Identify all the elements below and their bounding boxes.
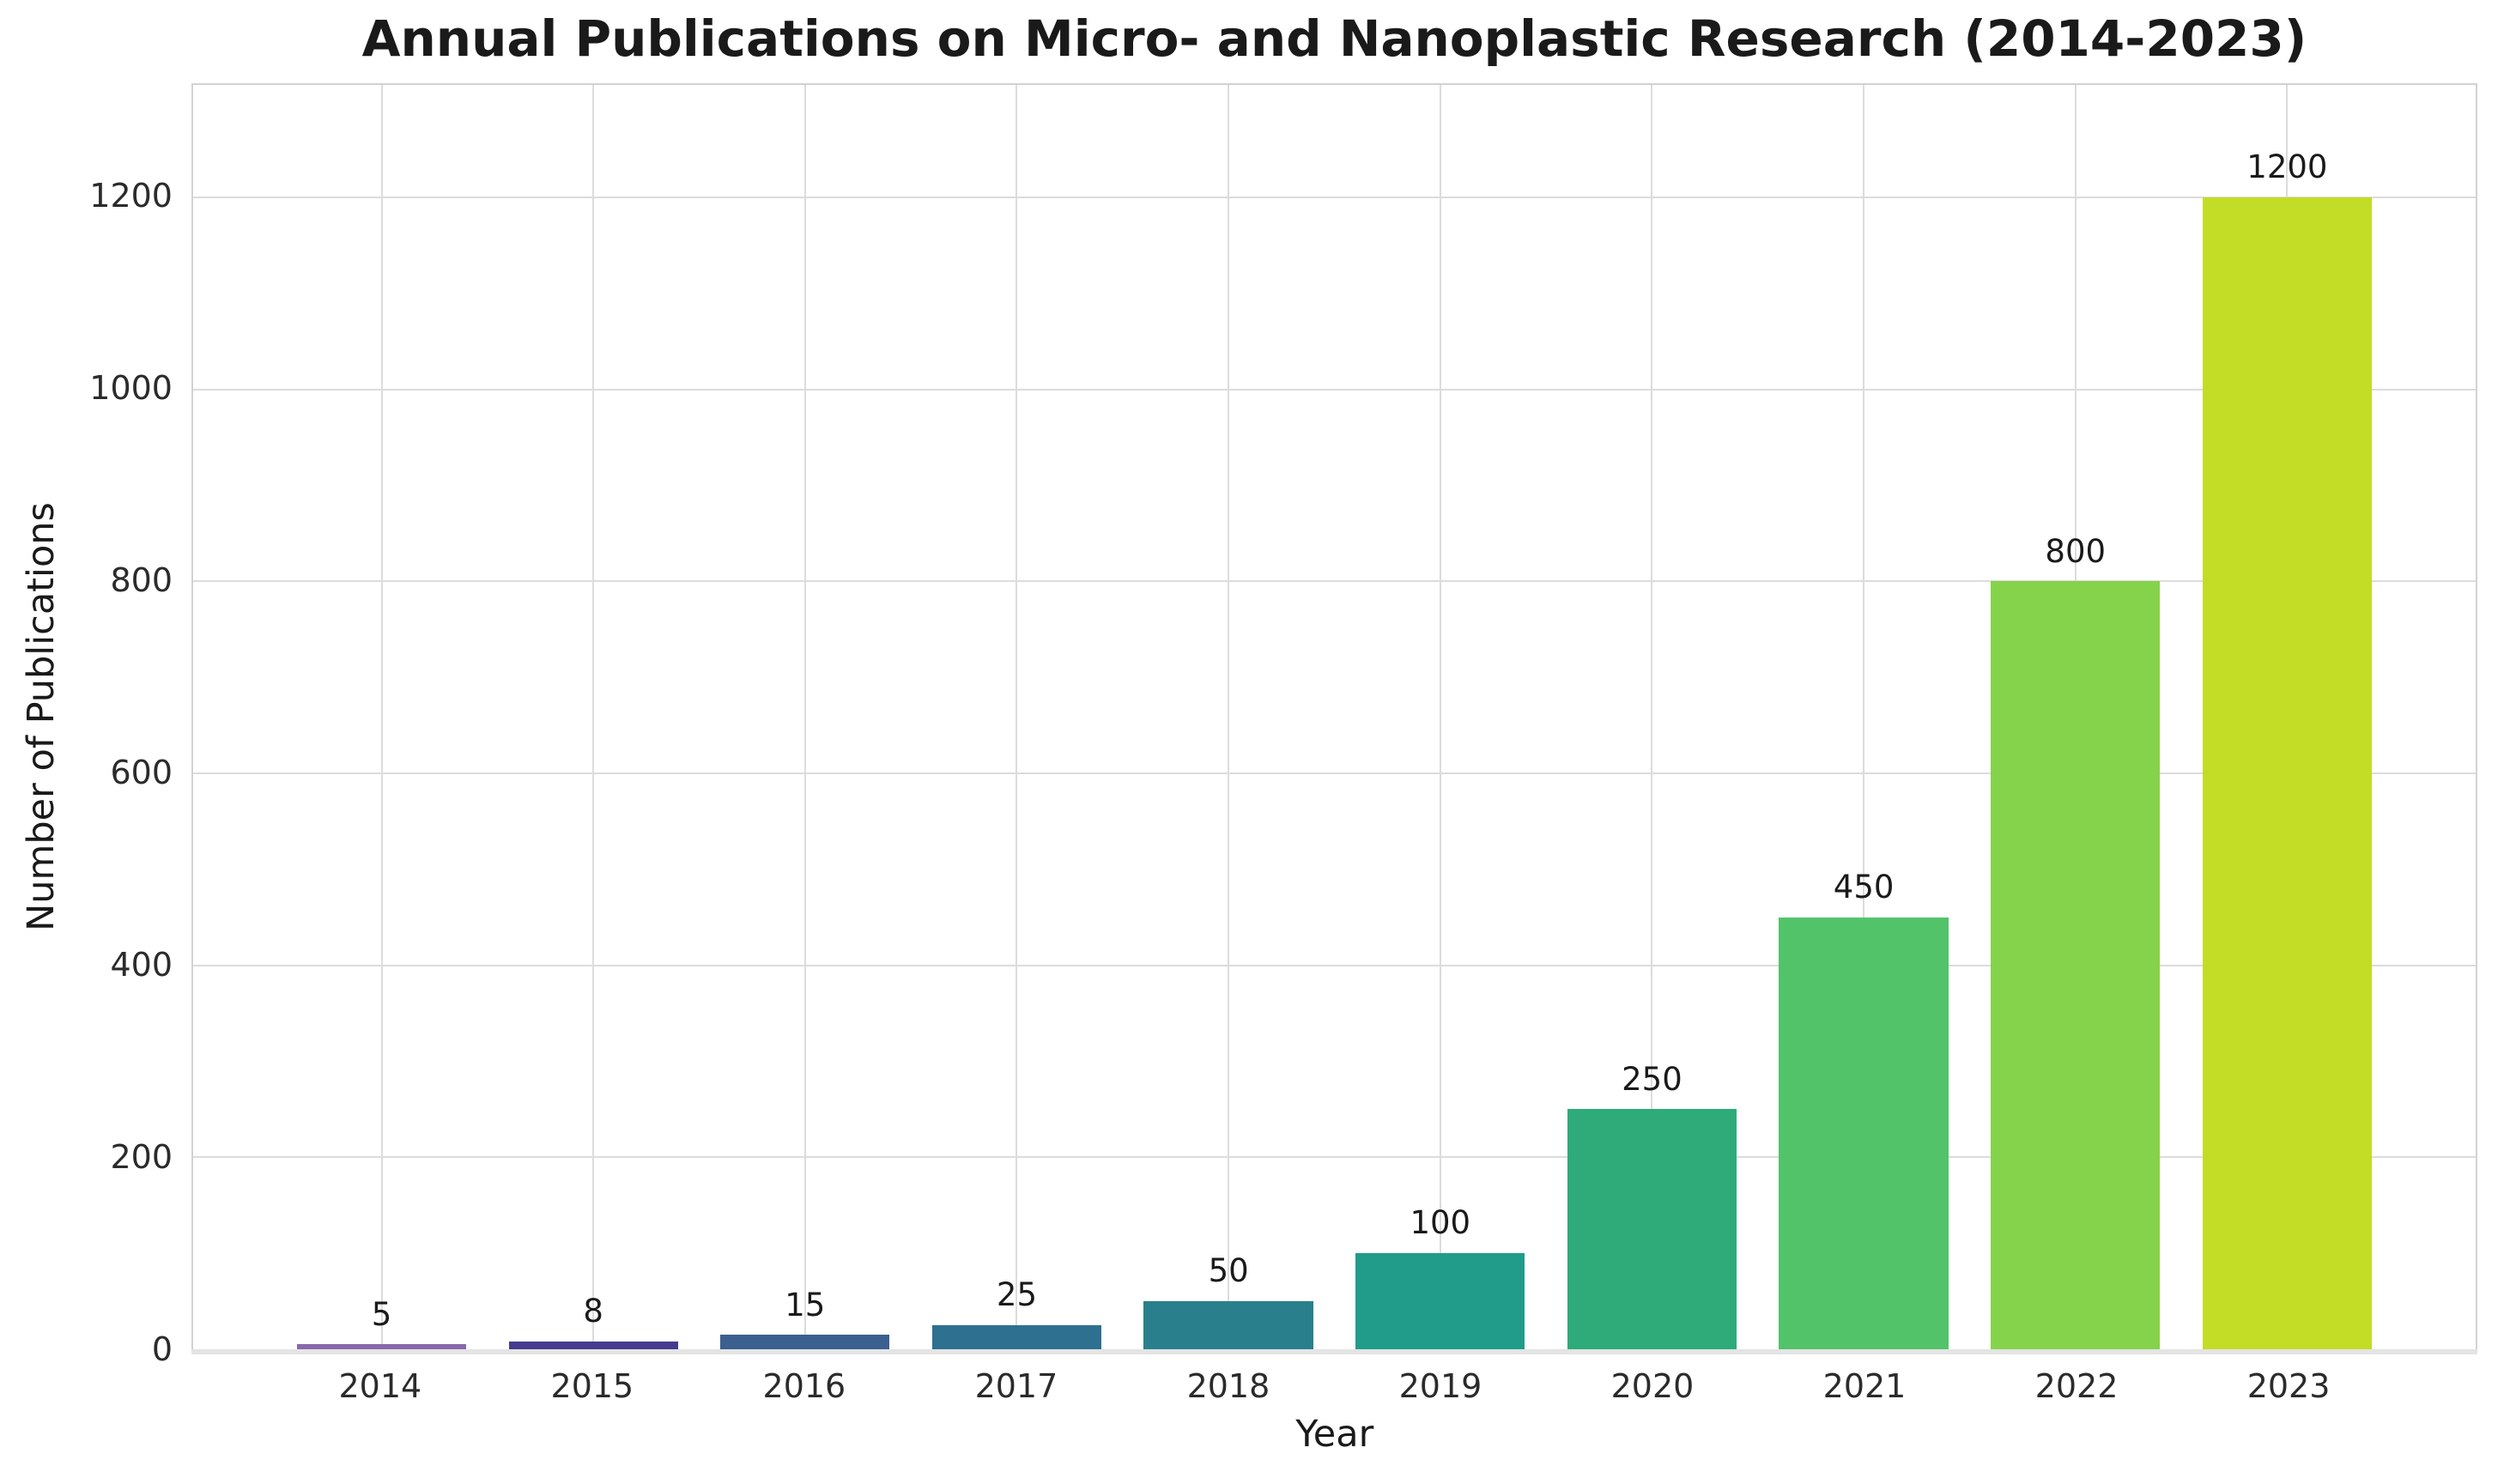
bar	[1567, 1109, 1737, 1349]
y-tick-label: 600	[110, 754, 173, 791]
bar-value-label: 1200	[2246, 148, 2328, 186]
bar	[1779, 917, 1949, 1349]
x-axis-ticks: 2014 2015 2016 2017 2018 2019 2020 2021 2022 2023	[191, 1367, 2477, 1410]
bar	[720, 1335, 890, 1349]
bar	[2202, 197, 2373, 1349]
bar	[931, 1325, 1102, 1349]
y-tick-label: 200	[110, 1137, 173, 1176]
bar-value-label: 250	[1622, 1060, 1682, 1098]
bar	[1991, 581, 2161, 1349]
h-gridline	[193, 580, 2476, 583]
y-tick-label: 0	[151, 1330, 173, 1368]
v-gridline	[1863, 84, 1865, 1349]
y-tick-label: 1200	[89, 177, 173, 215]
bar-value-label: 8	[583, 1293, 603, 1330]
x-tick-label: 2015	[550, 1367, 634, 1405]
bar-value-label: 800	[2045, 532, 2107, 570]
x-tick-label: 2022	[2034, 1367, 2119, 1405]
v-gridline	[1016, 84, 1018, 1349]
x-tick-label: 2019	[1398, 1367, 1482, 1405]
chart-title: Annual Publications on Micro- and Nanopl…	[361, 9, 2307, 68]
bar-value-label: 450	[1833, 869, 1895, 906]
bar-value-label: 25	[996, 1276, 1038, 1314]
bar-value-label: 50	[1208, 1252, 1249, 1290]
bar	[1355, 1253, 1525, 1349]
x-tick-label: 2020	[1610, 1367, 1695, 1405]
x-axis-spine	[191, 1348, 2477, 1354]
h-gridline	[193, 196, 2476, 198]
h-gridline	[193, 964, 2476, 966]
x-tick-label: 2021	[1822, 1367, 1907, 1405]
h-gridline	[193, 388, 2476, 391]
v-gridline	[1651, 84, 1653, 1349]
x-axis-label: Year	[1295, 1413, 1374, 1456]
v-gridline	[1228, 84, 1230, 1349]
v-gridline	[592, 84, 595, 1349]
x-tick-label: 2014	[338, 1367, 422, 1405]
bar	[508, 1342, 678, 1349]
v-gridline	[1439, 84, 1441, 1349]
y-axis-ticks: 0 200 400 600 800 1000 1200	[0, 83, 173, 1368]
y-tick-label: 800	[110, 561, 173, 599]
plot-area: 5 8 15 25 50 100 250 450 800 1200	[191, 82, 2477, 1354]
x-tick-label: 2017	[974, 1367, 1058, 1405]
y-tick-label: 400	[110, 945, 173, 984]
bar	[296, 1344, 467, 1349]
x-tick-label: 2023	[2246, 1367, 2331, 1405]
h-gridline	[193, 772, 2476, 774]
x-tick-label: 2016	[762, 1367, 846, 1405]
v-gridline	[803, 84, 806, 1349]
v-gridline	[380, 84, 383, 1349]
bar	[1143, 1301, 1313, 1349]
y-tick-label: 1000	[89, 369, 173, 407]
x-tick-label: 2018	[1186, 1367, 1270, 1405]
bar-value-label: 5	[371, 1295, 392, 1333]
bar-value-label: 100	[1410, 1204, 1471, 1242]
h-gridline	[193, 1156, 2476, 1159]
bar-value-label: 15	[785, 1286, 826, 1323]
